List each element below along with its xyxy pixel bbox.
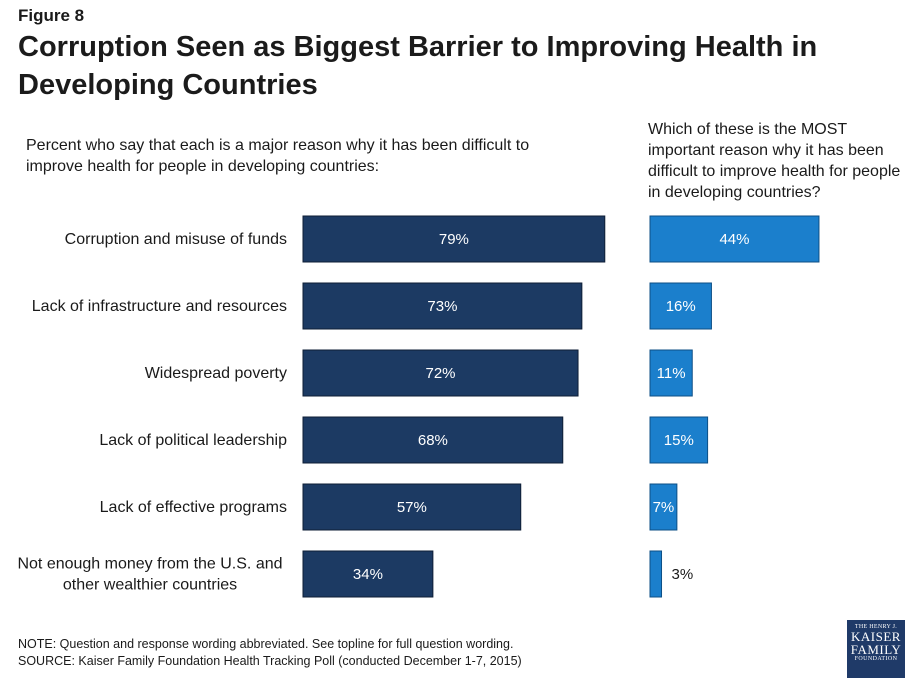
data-label-most-important: 16%: [666, 298, 696, 315]
left-panel-subtitle: Percent who say that each is a major rea…: [26, 137, 530, 175]
category-label: Lack of effective programs: [100, 499, 287, 516]
category-label: Not enough money from the U.S. and: [17, 556, 282, 573]
data-label-most-important: 15%: [664, 432, 694, 449]
right-panel-subtitle: Which of these is the MOST important rea…: [648, 121, 901, 201]
category-label: Lack of political leadership: [99, 432, 287, 449]
logo-line-1: THE HENRY J.: [854, 624, 898, 630]
chart-title: Corruption Seen as Biggest Barrier to Im…: [18, 31, 818, 101]
logo-line-3: FAMILY: [850, 642, 902, 657]
bar-major-reason: [302, 282, 583, 330]
bar-most-important: [649, 282, 712, 330]
category-label: Lack of infrastructure and resources: [32, 298, 287, 315]
kff-logo: THE HENRY J. KAISER FAMILY FOUNDATION: [847, 620, 905, 678]
data-label-major-reason: 73%: [427, 298, 457, 315]
bar-major-reason: [302, 215, 606, 263]
bar-most-important: [649, 349, 693, 397]
data-label-most-important: 11%: [657, 365, 686, 382]
bar-most-important: [649, 416, 709, 464]
category-label: Widespread poverty: [145, 365, 287, 382]
bar-major-reason: [302, 349, 579, 397]
data-label-major-reason: 68%: [418, 432, 448, 449]
bar-major-reason: [302, 416, 564, 464]
data-label-major-reason: 57%: [397, 499, 427, 516]
data-label-major-reason: 72%: [426, 365, 456, 382]
bar-major-reason: [302, 483, 522, 531]
bar-major-reason: [302, 550, 434, 598]
data-label-major-reason: 79%: [439, 231, 469, 248]
category-label: other wealthier countries: [63, 577, 237, 594]
logo-line-4: FOUNDATION: [854, 656, 898, 662]
logo-line-2: KAISER: [851, 629, 901, 644]
category-label: Corruption and misuse of funds: [65, 231, 287, 248]
footer-notes: NOTE: Question and response wording abbr…: [18, 636, 522, 670]
note-text: NOTE: Question and response wording abbr…: [18, 637, 514, 651]
data-label-most-important: 3%: [672, 566, 694, 583]
figure-label: Figure 8: [18, 6, 85, 25]
data-label-major-reason: 34%: [353, 566, 383, 583]
source-text: SOURCE: Kaiser Family Foundation Health …: [18, 654, 522, 668]
bar-most-important: [649, 215, 820, 263]
bar-most-important: [649, 483, 678, 531]
data-label-most-important: 44%: [719, 231, 749, 248]
data-label-most-important: 7%: [653, 499, 675, 516]
bar-most-important: [649, 550, 663, 598]
